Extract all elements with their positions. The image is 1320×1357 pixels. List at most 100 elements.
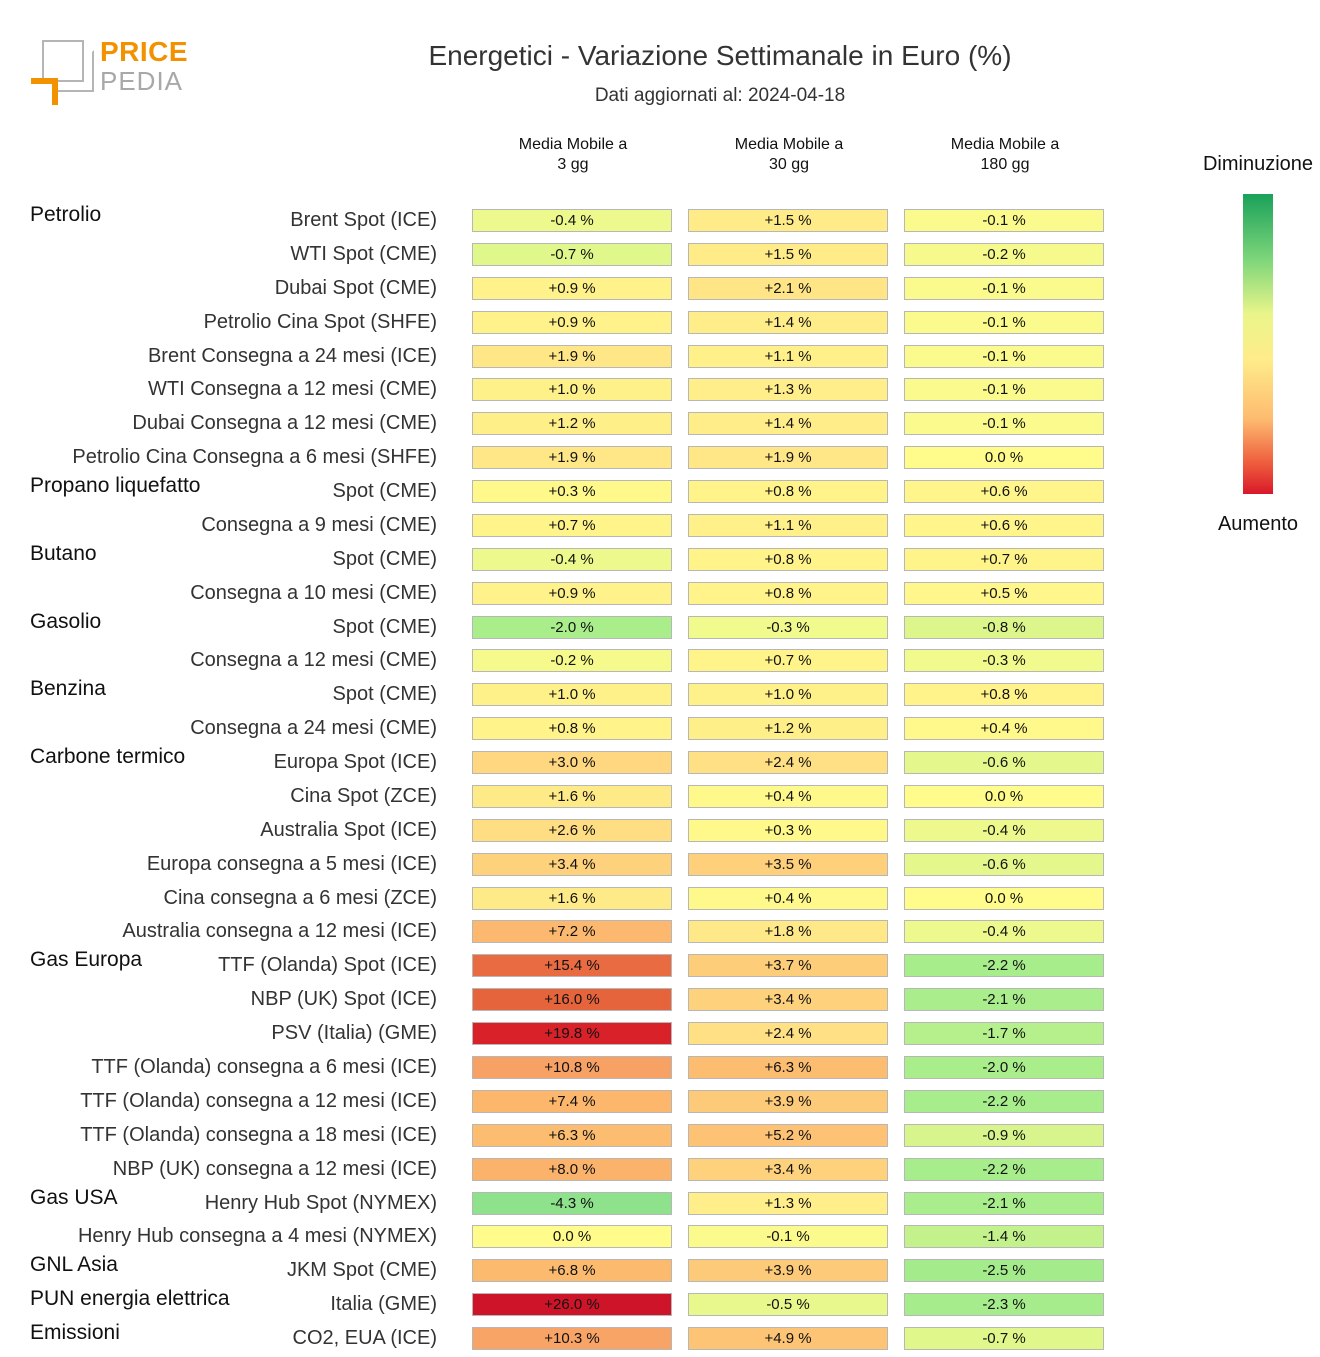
heatmap-cell: +5.2 %: [688, 1123, 888, 1147]
heatmap-cell: -2.1 %: [904, 1191, 1104, 1215]
group-label: Gas Europa: [30, 948, 143, 972]
heatmap-cell: +3.5 %: [688, 852, 888, 876]
row-label: Petrolio Cina Consegna a 6 mesi (SHFE): [72, 446, 437, 469]
row-label: Henry Hub consegna a 4 mesi (NYMEX): [77, 1225, 437, 1248]
heatmap-cell: +0.3 %: [472, 480, 672, 504]
logo-corner-icon: [31, 78, 58, 105]
heatmap-cell: 0.0 %: [472, 1225, 672, 1249]
logo-square-icon: [42, 40, 84, 82]
heatmap-cell: 0.0 %: [904, 886, 1104, 910]
column-header-line1: Media Mobile a: [734, 136, 844, 153]
row-label: WTI Spot (CME): [290, 242, 437, 265]
row-label: Australia Spot (ICE): [260, 818, 437, 841]
heatmap-cell: +1.2 %: [688, 717, 888, 741]
heatmap-cell: +3.4 %: [688, 1157, 888, 1181]
heatmap-cell: -0.1 %: [904, 310, 1104, 334]
heatmap-cell: -0.5 %: [688, 1293, 888, 1317]
heatmap-cell: +3.0 %: [472, 751, 672, 775]
heatmap-cell: +6.3 %: [472, 1123, 672, 1147]
row-label: Spot (CME): [332, 615, 437, 638]
row-label: NBP (UK) consegna a 12 mesi (ICE): [112, 1157, 437, 1180]
heatmap-cell: -0.1 %: [904, 412, 1104, 436]
heatmap-cell: +0.3 %: [688, 818, 888, 842]
heatmap-cell: +1.0 %: [688, 683, 888, 707]
heatmap-cell: -0.1 %: [904, 378, 1104, 402]
logo-text-pedia: PEDIA: [100, 66, 184, 96]
group-label: Carbone termico: [30, 745, 186, 769]
group-label: Butano: [30, 541, 97, 565]
row-label: Brent Consegna a 24 mesi (ICE): [147, 344, 437, 367]
heatmap-cell: +26.0 %: [472, 1293, 672, 1317]
heatmap-cell: +1.2 %: [472, 412, 672, 436]
heatmap-cell: +1.9 %: [472, 344, 672, 368]
heatmap-cell: -0.7 %: [904, 1327, 1104, 1351]
row-label: TTF (Olanda) Spot (ICE): [218, 954, 437, 977]
heatmap-cell: +1.5 %: [688, 209, 888, 232]
column-header-line1: Media Mobile a: [950, 136, 1060, 153]
heatmap-cell: +1.4 %: [688, 310, 888, 334]
heatmap-cell: +6.8 %: [472, 1259, 672, 1283]
heatmap-cell: +0.9 %: [472, 581, 672, 605]
heatmap-cell: 0.0 %: [904, 446, 1104, 470]
heatmap-cell: -0.8 %: [904, 615, 1104, 639]
heatmap-cell: +3.7 %: [688, 954, 888, 978]
heatmap-cell: -0.1 %: [904, 276, 1104, 300]
heatmap-cell: -2.2 %: [904, 1089, 1104, 1113]
heatmap-cell: -0.1 %: [904, 344, 1104, 368]
heatmap-cell: -0.7 %: [472, 242, 672, 266]
row-label: NBP (UK) Spot (ICE): [250, 988, 437, 1011]
row-label: Dubai Spot (CME): [274, 276, 437, 299]
row-label: PSV (Italia) (GME): [271, 1022, 437, 1045]
row-label: Spot (CME): [332, 683, 437, 706]
heatmap-cell: +0.8 %: [688, 547, 888, 571]
heatmap-cell: +0.8 %: [472, 717, 672, 741]
group-label: Benzina: [30, 677, 106, 701]
heatmap-cell: -0.4 %: [472, 209, 672, 232]
heatmap-cell: -2.3 %: [904, 1293, 1104, 1317]
row-label: Cina Spot (ZCE): [290, 784, 437, 807]
chart-title: Energetici - Variazione Settimanale in E…: [428, 40, 1012, 71]
pricepedia-logo: PRICE PEDIA: [28, 36, 188, 112]
heatmap-cell: +4.9 %: [688, 1327, 888, 1351]
heatmap-cell: +1.6 %: [472, 886, 672, 910]
heatmap-cell: +10.3 %: [472, 1327, 672, 1351]
heatmap-cell: +0.9 %: [472, 310, 672, 334]
heatmap-cell: +1.9 %: [472, 446, 672, 470]
row-label: TTF (Olanda) consegna a 6 mesi (ICE): [91, 1056, 437, 1078]
group-label: PUN energia elettrica: [30, 1287, 230, 1311]
column-header-30gg: Media Mobile a 30 gg: [688, 135, 890, 175]
group-label: Propano liquefatto: [30, 474, 201, 498]
row-label: CO2, EUA (ICE): [292, 1327, 437, 1350]
row-label: Spot (CME): [332, 547, 437, 570]
row-label: Henry Hub Spot (NYMEX): [204, 1191, 437, 1214]
logo-text-price: PRICE: [100, 36, 189, 67]
heatmap-cell: +1.4 %: [688, 412, 888, 436]
row-label: Europa consegna a 5 mesi (ICE): [146, 852, 437, 875]
row-label: Consegna a 12 mesi (CME): [190, 649, 437, 672]
heatmap-cell: -0.6 %: [904, 852, 1104, 876]
heatmap-cell: +2.4 %: [688, 1022, 888, 1046]
heatmap-cell: +0.7 %: [472, 513, 672, 537]
heatmap-cell: +10.8 %: [472, 1056, 672, 1079]
heatmap-cell: +2.6 %: [472, 818, 672, 842]
row-label: TTF (Olanda) consegna a 12 mesi (ICE): [80, 1089, 437, 1112]
row-label: WTI Consegna a 12 mesi (CME): [148, 378, 437, 401]
heatmap-cell: -2.2 %: [904, 954, 1104, 978]
heatmap-cell: +15.4 %: [472, 954, 672, 978]
heatmap-cell: -0.2 %: [472, 649, 672, 673]
row-label: Consegna a 9 mesi (CME): [201, 513, 437, 536]
heatmap-cell: -4.3 %: [472, 1191, 672, 1215]
row-label: Consegna a 10 mesi (CME): [190, 581, 437, 604]
heatmap-cell: -0.4 %: [904, 920, 1104, 944]
heatmap-cell: +0.4 %: [688, 784, 888, 808]
group-label: GNL Asia: [30, 1253, 118, 1277]
row-label: Italia (GME): [330, 1293, 437, 1316]
heatmap-cell: +7.2 %: [472, 920, 672, 944]
column-header-line2: 30 gg: [768, 156, 810, 173]
heatmap-cell: +1.9 %: [688, 446, 888, 470]
heatmap-cell: +0.8 %: [904, 683, 1104, 707]
heatmap-cell: +1.0 %: [472, 378, 672, 402]
group-label: Gasolio: [30, 609, 102, 633]
heatmap-cell: +2.1 %: [688, 276, 888, 300]
chart-subtitle: Dati aggiornati al: 2024-04-18: [594, 85, 846, 106]
